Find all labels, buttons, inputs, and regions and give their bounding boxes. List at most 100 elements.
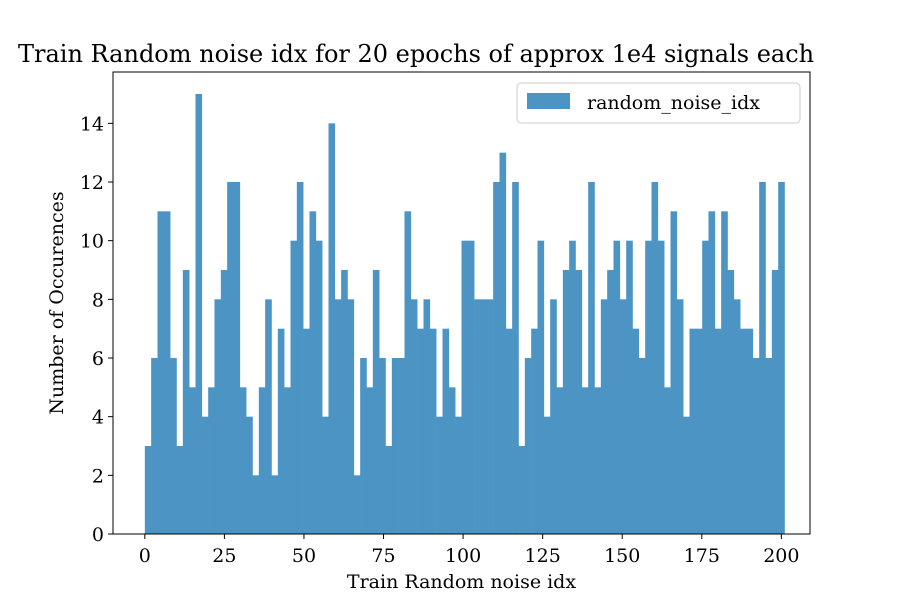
histogram-bar <box>645 240 652 535</box>
histogram-bar <box>429 328 437 534</box>
histogram-bar <box>486 299 494 534</box>
x-tick-label: 175 <box>684 545 720 567</box>
histogram-bar <box>246 416 253 534</box>
histogram-bar <box>759 182 766 534</box>
histogram-bar <box>632 328 640 534</box>
histogram-bar <box>341 270 348 534</box>
histogram-bar <box>467 240 475 535</box>
y-tick-label: 6 <box>92 348 104 370</box>
histogram-bar <box>233 182 241 534</box>
histogram-bar <box>594 387 602 534</box>
chart-title: Train Random noise idx for 20 epochs of … <box>18 40 814 68</box>
histogram-bar <box>657 240 665 535</box>
x-axis-label: Train Random noise idx <box>347 571 576 593</box>
histogram-bar <box>436 416 443 534</box>
histogram-bar <box>512 182 519 534</box>
histogram-bar <box>733 299 741 534</box>
histogram-bar <box>391 358 399 534</box>
histogram-bar <box>778 182 785 534</box>
histogram-bar <box>385 446 393 534</box>
histogram-bar <box>721 211 728 534</box>
plot-frame <box>112 71 811 535</box>
histogram-bar <box>322 416 329 534</box>
histogram-bar <box>765 358 773 534</box>
x-axis-ticks: 0 25 50 75 100 125 150 175 200 <box>139 534 799 567</box>
histogram-bar <box>480 299 488 534</box>
histogram-bar <box>347 299 355 534</box>
histogram-bar <box>740 328 747 534</box>
y-tick-label: 8 <box>92 289 104 311</box>
histogram-bar <box>689 328 697 534</box>
histogram-bar <box>556 387 564 534</box>
histogram-bar <box>505 328 513 534</box>
y-tick-label: 14 <box>80 113 104 135</box>
histogram-bar <box>195 94 203 534</box>
histogram-bar <box>651 182 659 534</box>
histogram-bar <box>562 270 570 534</box>
histogram-bar <box>284 387 291 534</box>
histogram-bar <box>328 123 336 534</box>
histogram-bar <box>296 182 304 534</box>
histogram-bars <box>144 94 785 535</box>
histogram-bar <box>543 416 551 534</box>
legend-label: random_noise_idx <box>587 92 760 114</box>
x-tick-label: 50 <box>292 545 316 567</box>
histogram-bar <box>303 328 310 534</box>
histogram-bar <box>290 240 298 535</box>
histogram-bar <box>531 328 538 534</box>
histogram-bar <box>410 299 418 534</box>
histogram-bar <box>771 270 779 534</box>
y-tick-label: 4 <box>92 407 104 429</box>
x-tick-label: 75 <box>371 545 395 567</box>
legend-box <box>516 82 801 124</box>
histogram-bar <box>702 240 709 535</box>
histogram-bar <box>493 182 500 534</box>
x-tick-label: 200 <box>763 545 799 567</box>
histogram-bar <box>201 416 209 534</box>
y-axis-label: Number of Occurences <box>46 191 68 414</box>
histogram-bar <box>372 270 380 534</box>
histogram-bar <box>360 358 367 534</box>
histogram-bar <box>727 270 735 534</box>
histogram-bar <box>575 270 583 534</box>
histogram-bar <box>277 328 285 534</box>
histogram-bar <box>518 446 526 534</box>
histogram-bar <box>163 211 171 534</box>
histogram-bar <box>676 299 684 534</box>
histogram-bar <box>569 240 576 535</box>
histogram-bar <box>448 387 456 534</box>
histogram-bar <box>366 387 374 534</box>
histogram-bar <box>189 387 196 534</box>
histogram-bar <box>619 299 627 534</box>
histogram-bar <box>208 387 215 534</box>
histogram-bar <box>417 328 424 534</box>
legend: random_noise_idx <box>516 82 801 124</box>
histogram-bar <box>708 211 716 534</box>
histogram-bar <box>588 182 595 534</box>
histogram-bar <box>404 211 412 534</box>
histogram-bar <box>461 240 469 535</box>
histogram-bar <box>227 182 234 534</box>
histogram-bar <box>455 416 462 534</box>
histogram-bar <box>537 240 545 535</box>
x-tick-label: 25 <box>212 545 236 567</box>
histogram-bar <box>474 299 481 534</box>
histogram-bar <box>600 299 608 534</box>
histogram-bar <box>176 446 184 534</box>
histogram-bar <box>353 475 361 534</box>
histogram-bar <box>398 358 405 534</box>
histogram-bar <box>442 328 450 534</box>
histogram-bar <box>309 211 317 534</box>
histogram-bar <box>664 387 671 534</box>
y-tick-label: 10 <box>80 231 104 253</box>
histogram-bar <box>613 240 621 535</box>
histogram-bar <box>746 328 754 534</box>
histogram-bar <box>214 299 222 534</box>
x-tick-label: 125 <box>525 545 561 567</box>
histogram-bar <box>524 358 532 534</box>
histogram-bar <box>271 475 279 534</box>
histogram-bar <box>220 270 228 534</box>
histogram-bar <box>423 299 431 534</box>
histogram-bar <box>144 446 152 534</box>
